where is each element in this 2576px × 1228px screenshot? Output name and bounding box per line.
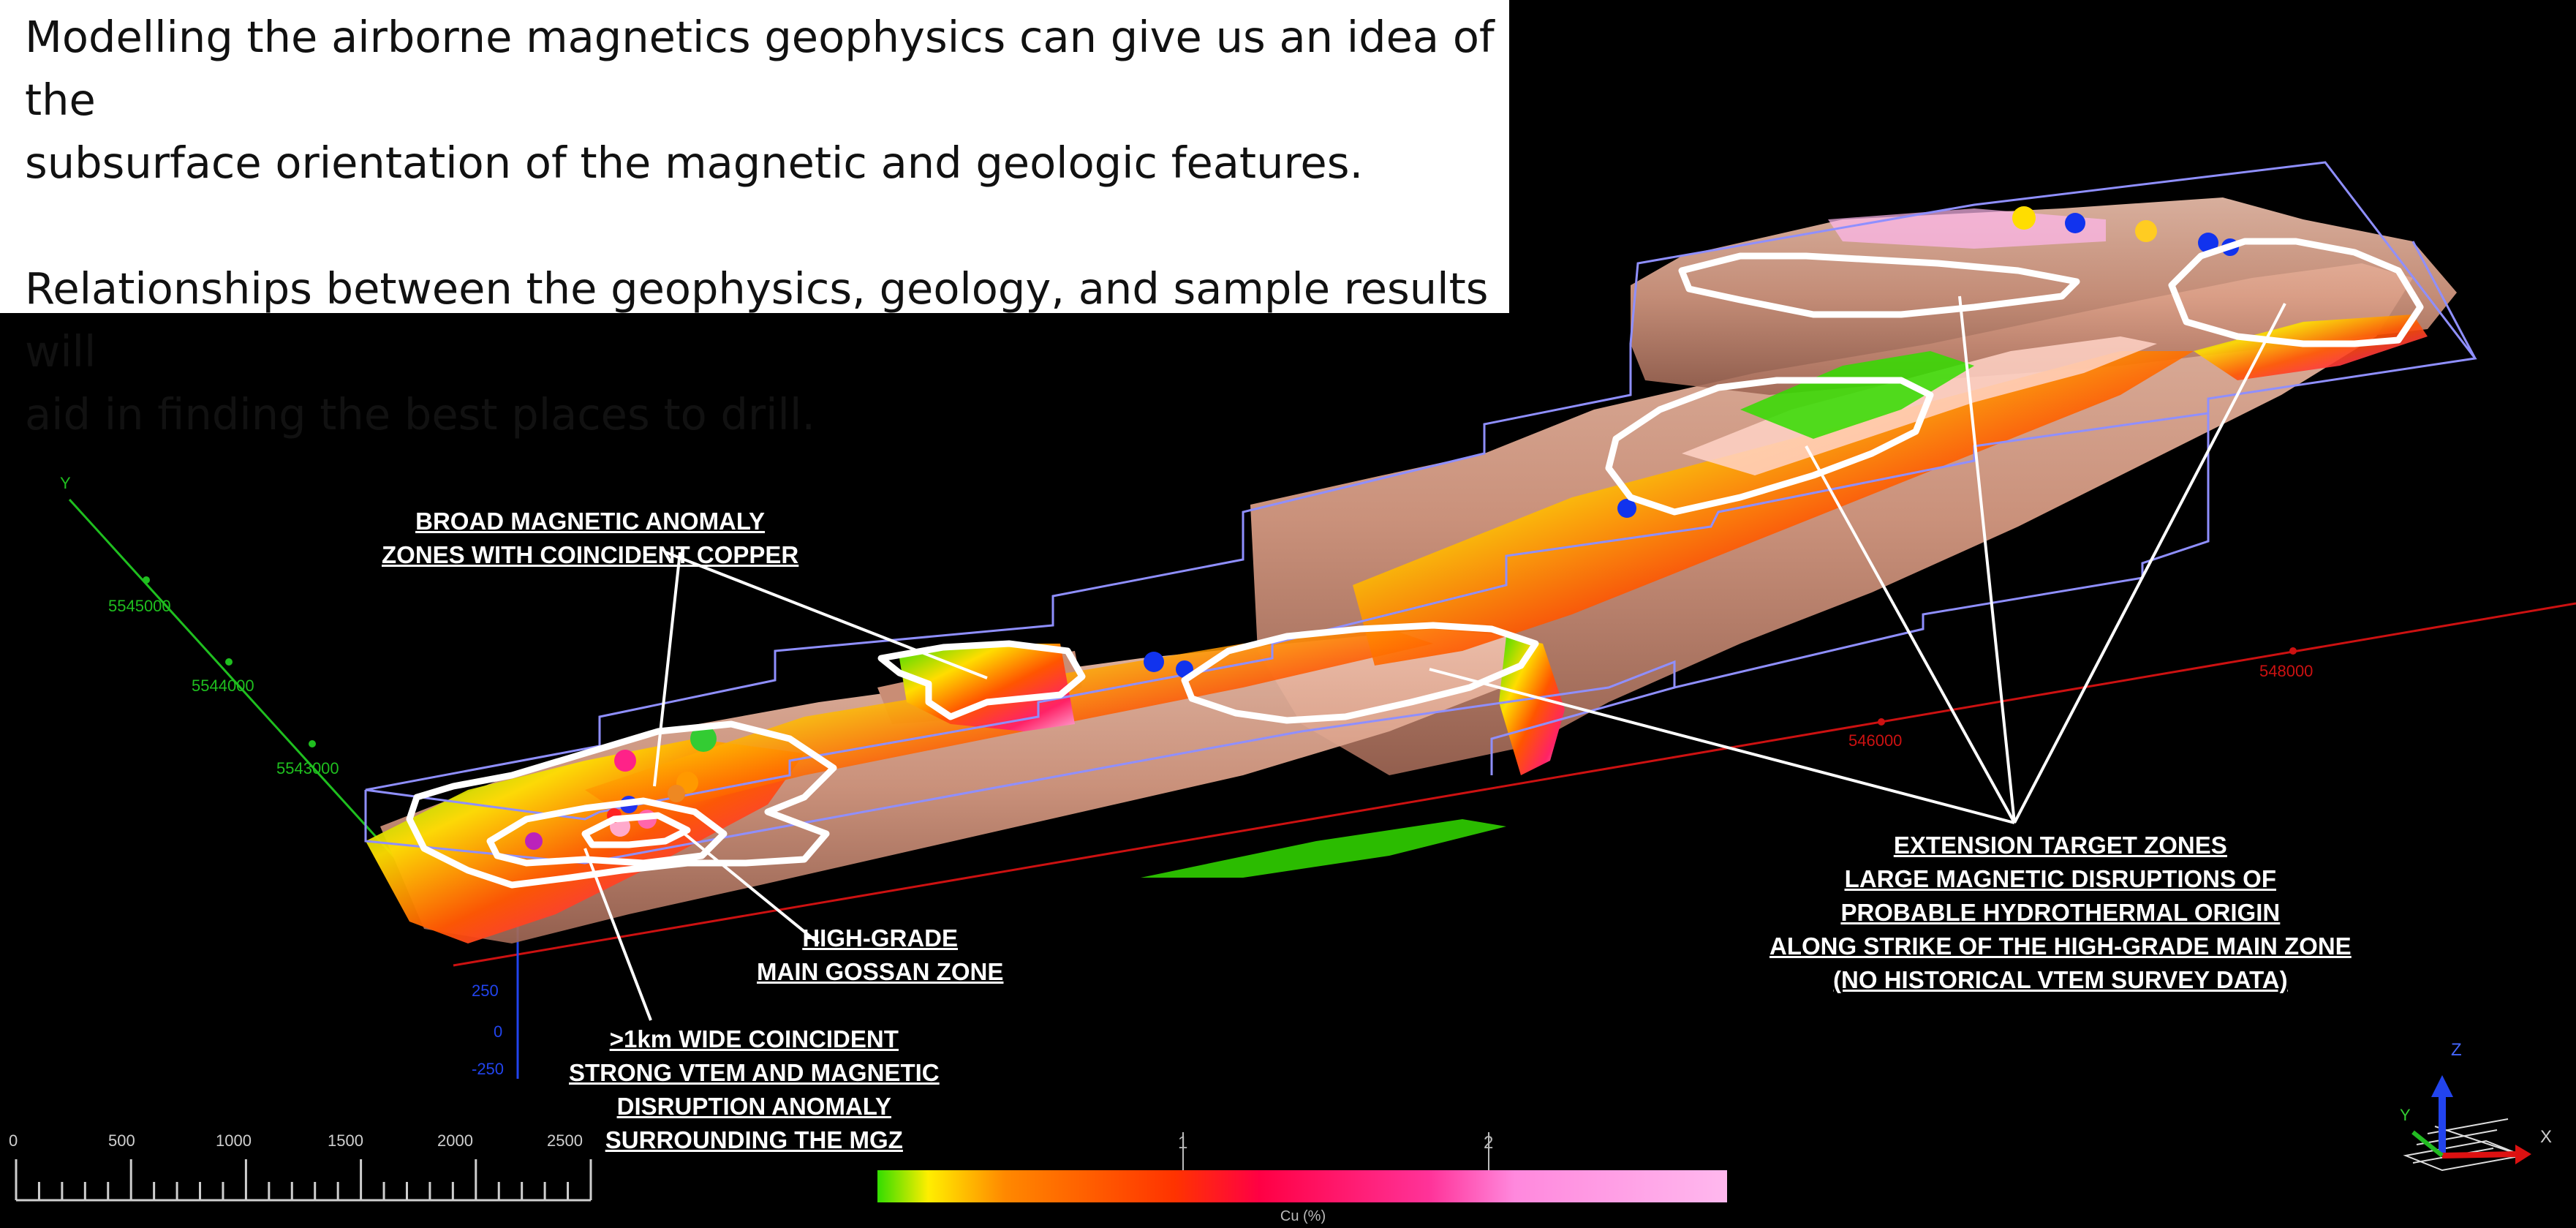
callout-leaders xyxy=(583,295,2286,1021)
intro-text-box: Modelling the airborne magnetics geophys… xyxy=(0,0,1509,440)
gizmo-y-label: Y xyxy=(2400,1106,2411,1124)
intro-line: Modelling the airborne magnetics geophys… xyxy=(25,12,1495,125)
cu-color-bar: 1 2 Cu (%) xyxy=(877,1132,1727,1224)
scale-label: 0 xyxy=(9,1131,18,1150)
x-tick-label: 548000 xyxy=(2259,662,2313,680)
color-bar-tick: 1 xyxy=(1178,1133,1187,1153)
scale-bar: 0 500 1000 1500 2000 2500 xyxy=(9,1131,592,1202)
intro-line: aid in finding the best places to drill. xyxy=(25,389,816,440)
intro-line: Relationships between the geophysics, ge… xyxy=(25,263,1489,377)
y-tick-label: 5544000 xyxy=(192,677,254,695)
color-bar-tick: 2 xyxy=(1484,1133,1493,1153)
y-tick-label: 5545000 xyxy=(108,597,171,615)
gizmo-z-label: Z xyxy=(2451,1040,2462,1060)
z-tick-label: 0 xyxy=(494,1022,502,1041)
scale-label: 500 xyxy=(108,1131,135,1150)
y-axis-name: Y xyxy=(60,474,71,492)
anomaly-outlines xyxy=(406,238,2424,889)
callout-broad-magnetic: BROAD MAGNETIC ANOMALY ZONES WITH COINCI… xyxy=(382,508,799,568)
survey-outline xyxy=(364,161,2477,865)
scale-label: 2500 xyxy=(547,1131,583,1150)
z-tick-label: 250 xyxy=(472,982,499,1000)
callout-extension-targets: EXTENSION TARGET ZONES LARGE MAGNETIC DI… xyxy=(1769,832,2352,993)
z-tick-label: -250 xyxy=(472,1060,504,1078)
scale-label: 2000 xyxy=(437,1131,473,1150)
y-axis: Y 5545000 5544000 5543000 xyxy=(60,474,415,879)
callout-high-grade: HIGH-GRADE MAIN GOSSAN ZONE xyxy=(757,924,1004,985)
x-axis: 546000 548000 xyxy=(453,602,2576,967)
color-bar-title: Cu (%) xyxy=(1280,1208,1326,1224)
scale-label: 1000 xyxy=(216,1131,252,1150)
y-tick-label: 5543000 xyxy=(276,759,339,777)
x-tick-label: 546000 xyxy=(1848,731,1902,750)
intro-line: subsurface orientation of the magnetic a… xyxy=(25,138,1364,188)
callout-vtem-anomaly: >1km WIDE COINCIDENT STRONG VTEM AND MAG… xyxy=(569,1025,940,1153)
scale-label: 1500 xyxy=(328,1131,363,1150)
gizmo-x-label: X xyxy=(2540,1127,2552,1147)
orientation-gizmo: Z Y X xyxy=(2400,1040,2552,1172)
